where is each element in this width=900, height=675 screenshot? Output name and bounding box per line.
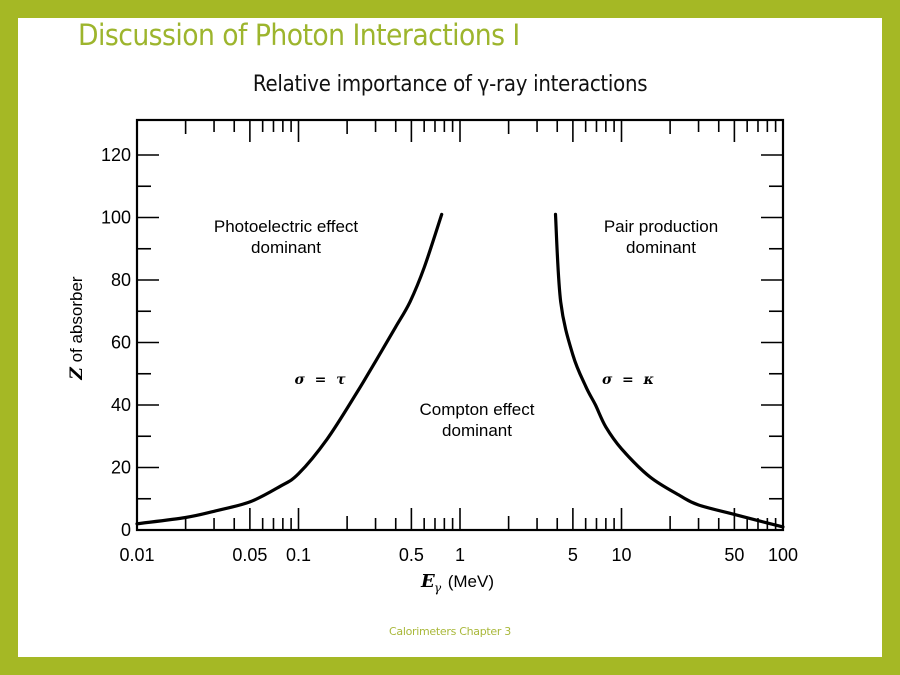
x-tick-label: 100: [768, 545, 798, 565]
x-tick-label: 50: [724, 545, 744, 565]
y-tick-label: 120: [101, 145, 131, 165]
annotation-compton-line1: Compton effect: [420, 400, 535, 419]
x-tick-label: 0.01: [119, 545, 154, 565]
y-tick-label: 0: [121, 520, 131, 540]
x-tick-label: 1: [455, 545, 465, 565]
x-tick-label: 5: [568, 545, 578, 565]
annotation-photoelectric-line2: dominant: [251, 238, 321, 257]
y-axis-label: Z of absorber: [67, 276, 87, 380]
svg-text:Z of absorber: Z of absorber: [67, 276, 87, 380]
curve-sigma-kappa: [553, 212, 785, 529]
x-axis-label-var: E: [420, 571, 435, 592]
y-tick-label: 20: [111, 458, 131, 478]
chart-title: Relative importance of γ-ray interaction…: [0, 72, 900, 97]
x-tick-label: 0.05: [232, 545, 267, 565]
curve-sigma-tau: [135, 212, 444, 526]
x-tick-label: 10: [611, 545, 631, 565]
slide-footer: Calorimeters Chapter 3: [389, 625, 511, 638]
annotation-sigma-kappa: σ = κ: [602, 372, 655, 388]
x-tick-label: 0.1: [286, 545, 311, 565]
x-tick-label: 0.5: [399, 545, 424, 565]
y-tick-label: 80: [111, 270, 131, 290]
y-axis-label-rest: of absorber: [67, 276, 86, 367]
y-tick-label: 40: [111, 395, 131, 415]
x-axis-label-sub: γ: [434, 581, 442, 595]
annotation-photoelectric-line1: Photoelectric effect: [214, 217, 359, 236]
annotation-pair-line2: dominant: [626, 238, 696, 257]
plot-frame: [135, 118, 785, 532]
y-tick-label: 60: [111, 333, 131, 353]
annotation-pair-line1: Pair production: [604, 217, 718, 236]
annotation-sigma-tau: σ = τ: [295, 372, 347, 388]
y-axis-label-var: Z: [67, 367, 87, 381]
x-axis-tick-labels: 0.01 0.05 0.1 0.5 1 5 10 50 100: [119, 545, 798, 565]
annotation-compton-line2: dominant: [442, 421, 512, 440]
x-axis-label: E γ (MeV): [420, 571, 494, 595]
x-axis-label-unit: (MeV): [443, 572, 494, 591]
chart-title-text: Relative importance of γ-ray interaction…: [252, 72, 648, 97]
slide-canvas: [18, 18, 882, 657]
y-tick-label: 100: [101, 208, 131, 228]
y-axis-tick-labels: 0 20 40 60 80 100 120: [101, 145, 131, 540]
axis-ticks: [137, 120, 783, 530]
slide-title: Discussion of Photon Interactions I: [78, 18, 520, 52]
